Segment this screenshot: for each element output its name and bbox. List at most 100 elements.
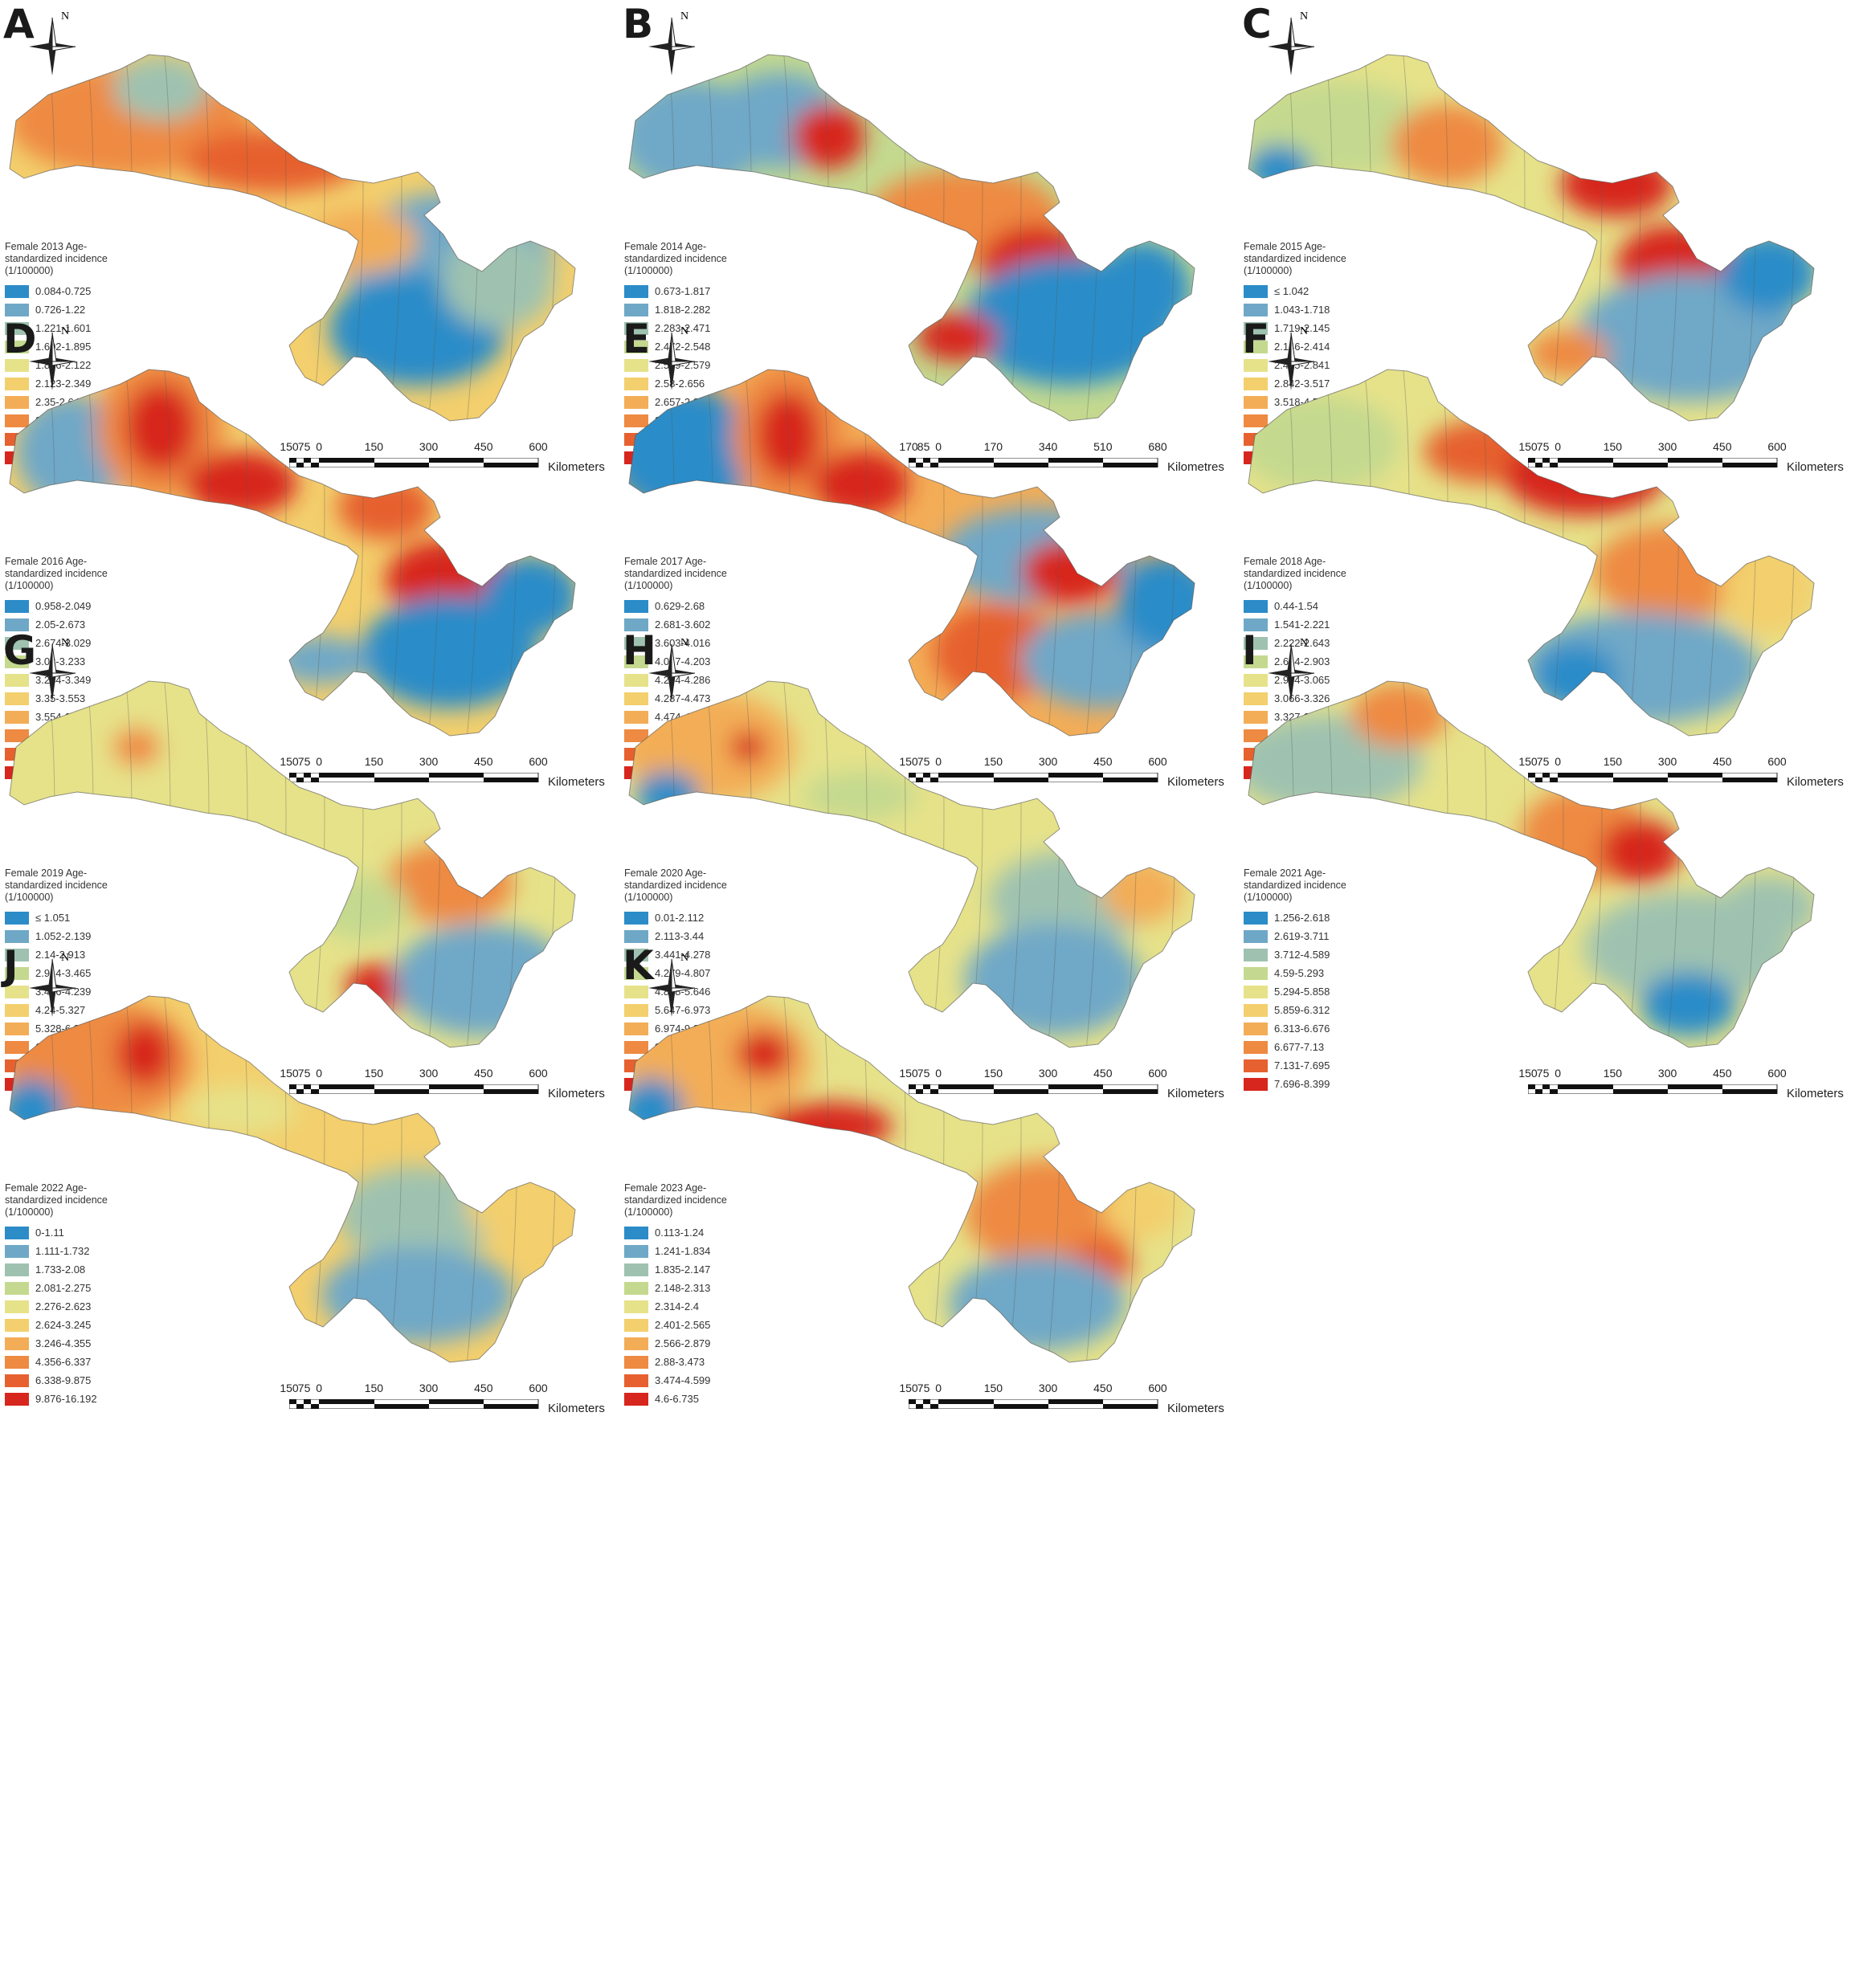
incidence-map bbox=[9, 995, 576, 1363]
incidence-map bbox=[628, 369, 1195, 737]
legend-label: 2.619-3.711 bbox=[1274, 930, 1330, 942]
incidence-zone bbox=[466, 1174, 562, 1239]
legend-swatch bbox=[624, 1392, 648, 1406]
legend-swatch bbox=[5, 303, 29, 316]
legend-swatch bbox=[5, 1226, 29, 1239]
legend-swatch bbox=[1244, 948, 1268, 961]
legend-item: 2.123-2.349 bbox=[5, 374, 190, 393]
incidence-zone bbox=[185, 1086, 297, 1134]
incidence-zone bbox=[1721, 876, 1814, 940]
legend-swatch bbox=[624, 911, 648, 925]
legend-item: 3.474-4.599 bbox=[624, 1371, 809, 1390]
legend-swatch bbox=[5, 948, 29, 961]
scale-tick-label: 85 bbox=[917, 440, 930, 453]
legend-item: 3.066-3.326 bbox=[1244, 689, 1428, 708]
legend-label: 2.681-3.602 bbox=[655, 618, 711, 631]
incidence-zone bbox=[1721, 233, 1814, 313]
legend-swatch bbox=[5, 1281, 29, 1295]
incidence-zone bbox=[1600, 819, 1681, 884]
legend-label: 1.733-2.08 bbox=[35, 1263, 86, 1276]
scale-tick-label: 150 bbox=[364, 1067, 384, 1080]
legend-swatch bbox=[1244, 673, 1268, 687]
north-arrow-icon: N bbox=[29, 10, 76, 76]
scale-bar-graphic bbox=[909, 1084, 1158, 1094]
north-arrow-icon: N bbox=[648, 952, 696, 1017]
scale-tick-label: 680 bbox=[1148, 440, 1167, 453]
legend-label: 9.876-16.192 bbox=[35, 1393, 97, 1405]
legend-item: 2.624-3.245 bbox=[5, 1316, 190, 1334]
legend-label: 1.241-1.834 bbox=[655, 1245, 711, 1257]
incidence-zone bbox=[1248, 145, 1311, 193]
legend-swatch bbox=[5, 340, 29, 353]
scale-tick-label: 600 bbox=[1767, 440, 1787, 453]
panel-letter: J bbox=[3, 942, 18, 989]
scale-unit-label: Kilometers bbox=[1167, 1402, 1224, 1415]
legend-label: ≤ 1.042 bbox=[1274, 285, 1309, 297]
scale-tick-label: 75 bbox=[1536, 1067, 1550, 1080]
province-border bbox=[1248, 680, 1815, 1048]
legend-title: Female 2021 Age- standardized incidence … bbox=[1244, 867, 1346, 903]
map-panel-k: K N Female 2023 Age- standardized incidenc… bbox=[619, 941, 1239, 1439]
incidence-zone bbox=[736, 1030, 792, 1078]
legend-label: 0-1.11 bbox=[35, 1227, 64, 1239]
legend-item: 1.541-2.221 bbox=[1244, 615, 1428, 634]
legend-swatch bbox=[5, 395, 29, 409]
legend-swatch bbox=[1244, 284, 1268, 298]
legend-label: 1.221-1.601 bbox=[35, 322, 92, 334]
north-arrow-icon: N bbox=[1268, 325, 1315, 390]
legend-label: 2.914-3.465 bbox=[35, 967, 92, 979]
scale-unit-label: Kilometers bbox=[548, 460, 605, 474]
legend-swatch bbox=[5, 966, 29, 980]
scale-tick-label: 300 bbox=[419, 1382, 439, 1394]
legend-swatch bbox=[5, 673, 29, 687]
county-boundary bbox=[309, 996, 325, 1362]
legend-item: 2.222-2.643 bbox=[1244, 634, 1428, 652]
scale-tick-label: 75 bbox=[297, 1382, 311, 1394]
legend-item: ≤ 1.042 bbox=[1244, 282, 1428, 300]
scale-tick-label: 600 bbox=[1767, 755, 1787, 768]
scale-tick-label: 340 bbox=[1038, 440, 1058, 453]
panel-letter: A bbox=[3, 1, 35, 47]
legend-item: 2.401-2.565 bbox=[624, 1316, 809, 1334]
scale-bar: 150 75 0 150 300 450 600 Kilometers bbox=[280, 440, 619, 490]
scale-tick-label: 75 bbox=[297, 440, 311, 453]
province-border bbox=[9, 369, 576, 737]
county-boundary bbox=[890, 996, 906, 1362]
legend-title: Female 2013 Age- standardized incidence … bbox=[5, 241, 108, 276]
legend-swatch bbox=[1244, 966, 1268, 980]
incidence-zone bbox=[362, 596, 538, 708]
scale-tick-label: 150 bbox=[983, 1382, 1003, 1394]
legend-swatch bbox=[5, 414, 29, 427]
legend-swatch bbox=[1244, 929, 1268, 943]
legend-item: 1.256-2.618 bbox=[1244, 908, 1428, 927]
legend-label: 6.313-6.676 bbox=[1274, 1023, 1330, 1035]
legend-label: 2.58-2.656 bbox=[655, 378, 705, 390]
north-arrow-icon: N bbox=[648, 10, 696, 76]
scale-tick-label: 600 bbox=[1148, 755, 1167, 768]
scale-tick-label: 0 bbox=[1555, 1067, 1562, 1080]
legend-label: 1.111-1.732 bbox=[35, 1245, 90, 1257]
legend-swatch bbox=[624, 692, 648, 705]
scale-tick-label: 0 bbox=[316, 1382, 323, 1394]
legend-label: 3.441-4.278 bbox=[655, 949, 711, 961]
scale-bar: 150 75 0 150 300 450 600 Kilometers bbox=[280, 755, 619, 805]
panel-letter: B bbox=[623, 1, 654, 47]
incidence-map bbox=[9, 54, 576, 422]
panel-letter: D bbox=[3, 316, 37, 362]
legend-swatch bbox=[1244, 377, 1268, 390]
legend-swatch bbox=[624, 284, 648, 298]
scale-tick-label: 75 bbox=[1536, 440, 1550, 453]
county-boundary bbox=[1548, 681, 1564, 1047]
scale-tick-label: 75 bbox=[917, 1067, 930, 1080]
legend-swatch bbox=[624, 729, 648, 742]
north-arrow-icon: N bbox=[648, 637, 696, 702]
incidence-zone bbox=[1721, 540, 1814, 636]
legend-swatch bbox=[1244, 692, 1268, 705]
scale-bar-graphic bbox=[289, 1399, 539, 1409]
scale-tick-label: 0 bbox=[935, 440, 942, 453]
north-arrow-icon: N bbox=[648, 325, 696, 390]
legend-swatch bbox=[624, 1263, 648, 1276]
legend-swatch bbox=[624, 599, 648, 613]
legend-item: 4.59-5.293 bbox=[1244, 964, 1428, 982]
incidence-zone bbox=[112, 727, 161, 767]
